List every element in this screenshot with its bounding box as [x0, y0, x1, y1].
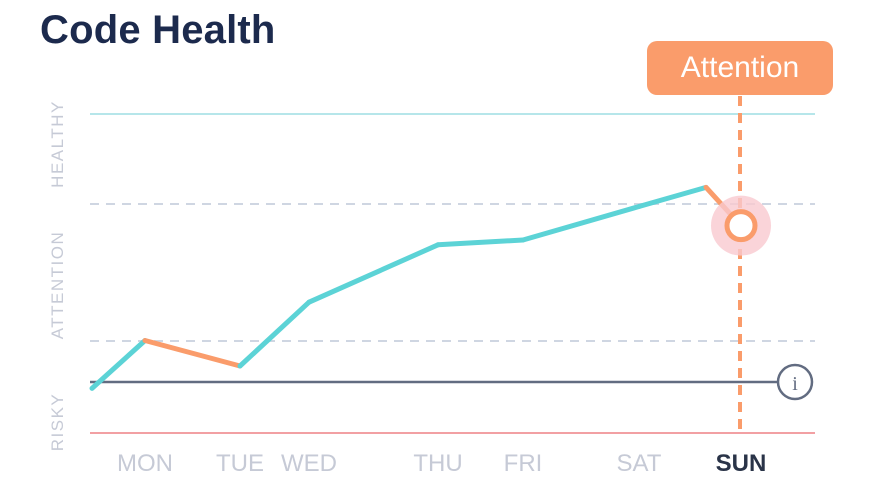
series-segment-6	[520, 204, 642, 243]
series-segment-1	[89, 337, 148, 391]
info-icon[interactable]	[776, 363, 814, 401]
series-segment-4	[306, 242, 441, 305]
x-tick-wed: WED	[281, 450, 337, 477]
x-tick-mon: MON	[117, 450, 173, 477]
info-button[interactable]: i	[776, 363, 814, 401]
series-segment-7	[636, 184, 709, 210]
series-segment-3	[237, 299, 312, 369]
series-segment-5	[435, 237, 526, 248]
info-icon-glyph: i	[792, 373, 798, 395]
x-tick-thu: THU	[413, 450, 462, 477]
x-tick-fri: FRI	[504, 450, 543, 477]
page-title: Code Health	[40, 8, 276, 52]
highlight-point[interactable]	[724, 209, 758, 243]
attention-badge: Attention	[647, 41, 833, 95]
x-tick-sat: SAT	[617, 450, 662, 477]
x-tick-sun: SUN	[716, 450, 767, 477]
x-tick-tue: TUE	[216, 450, 264, 477]
series-segment-2	[142, 337, 243, 369]
